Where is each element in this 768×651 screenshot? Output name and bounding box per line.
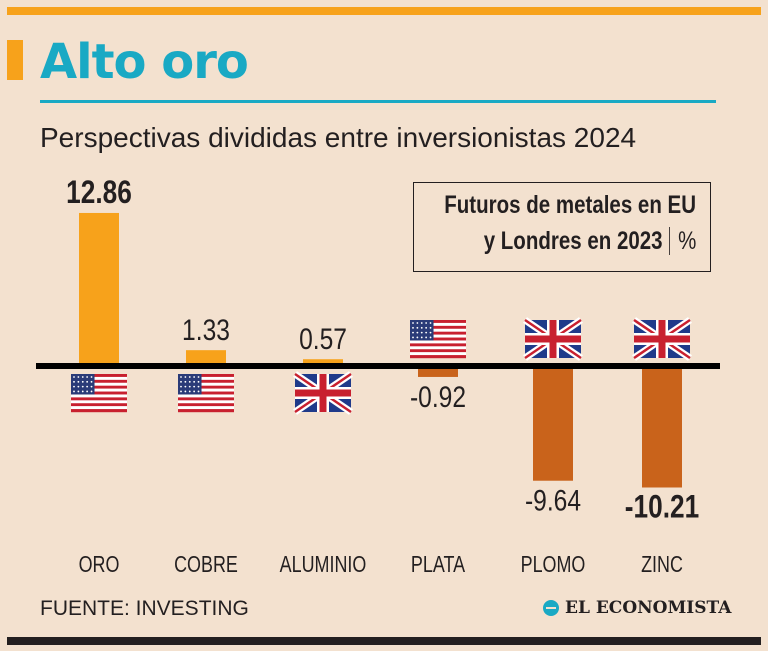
title-accent-mark [7,40,23,80]
globe-icon [543,600,559,616]
value-label-cobre: 1.33 [182,313,230,347]
category-label-oro: ORO [79,552,120,578]
us-flag-icon-oro [71,374,127,413]
page-title: Alto oro [40,34,249,90]
category-label-aluminio: ALUMINIO [280,552,367,578]
source-note: FUENTE: INVESTING [40,597,249,620]
title-underline [40,100,716,103]
bar-aluminio [303,359,343,366]
bar-cobre [186,350,226,366]
uk-flag-icon-plomo [523,317,583,361]
category-label-plomo: PLOMO [521,552,586,578]
page-subtitle: Perspectivas divididas entre inversionis… [40,122,637,153]
top-accent-bar [7,7,761,15]
value-label-plomo: -9.64 [525,483,581,517]
brand-logo: EL ECONOMISTA [543,598,731,618]
category-label-cobre: COBRE [174,552,238,578]
category-label-zinc: ZINC [641,552,683,578]
value-label-aluminio: 0.57 [299,322,347,356]
legend-line-2-text: y Londres en 2023 [483,227,663,255]
uk-flag-icon-zinc [632,317,692,361]
zero-axis-line [36,363,720,369]
bar-plata [418,366,458,377]
us-flag-icon-plata [410,320,466,359]
value-label-oro: 12.86 [66,176,132,211]
legend-line-2: y Londres en 2023% [483,227,696,256]
uk-flag-icon-aluminio [293,371,353,415]
value-label-plata: -0.92 [410,380,466,414]
legend-unit: % [668,227,696,255]
category-label-plata: PLATA [411,552,465,578]
us-flag-icon-cobre [178,374,234,413]
bottom-bar [7,637,761,645]
legend-box: Futuros de metales en EU y Londres en 20… [413,182,711,272]
bar-zinc [642,366,682,488]
value-label-zinc: -10.21 [625,490,699,525]
legend-line-1: Futuros de metales en EU [444,191,696,219]
bar-oro [79,212,119,366]
brand-name: EL ECONOMISTA [565,598,732,618]
bar-plomo [533,366,573,481]
